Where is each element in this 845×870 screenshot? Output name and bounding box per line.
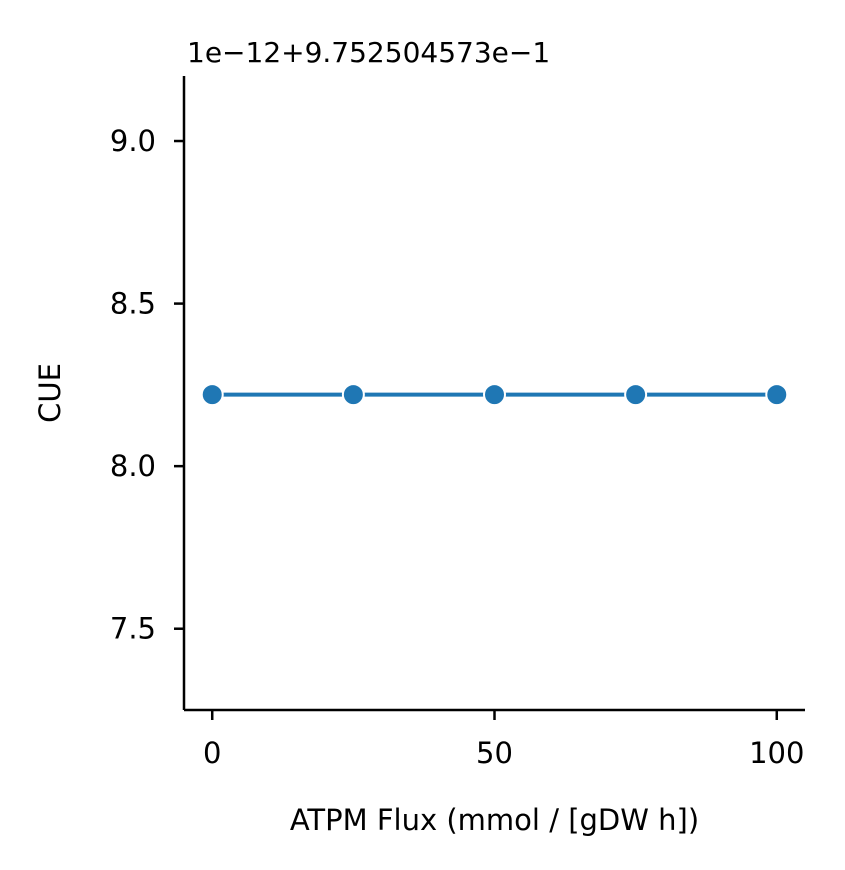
y-offset-text: 1e−12+9.752504573e−1	[187, 36, 550, 69]
y-axis-label: CUE	[33, 363, 67, 423]
y-tick-label: 8.0	[110, 449, 156, 483]
x-axis-label: ATPM Flux (mmol / [gDW h])	[290, 803, 699, 837]
data-point	[765, 383, 789, 407]
data-point	[200, 383, 224, 407]
data-point	[483, 383, 506, 407]
data-point	[341, 383, 365, 407]
y-ticks: 7.5 8.0 8.5 9.0	[110, 124, 184, 646]
x-tick-label: 50	[476, 736, 513, 770]
x-tick-label: 0	[203, 736, 221, 770]
y-tick-label: 9.0	[110, 124, 156, 158]
y-tick-label: 7.5	[110, 612, 156, 646]
x-ticks: 0 50 100	[203, 710, 804, 770]
x-tick-label: 100	[749, 736, 804, 770]
data-point	[624, 383, 648, 407]
series-layer	[200, 383, 789, 407]
y-tick-label: 8.5	[110, 287, 156, 321]
